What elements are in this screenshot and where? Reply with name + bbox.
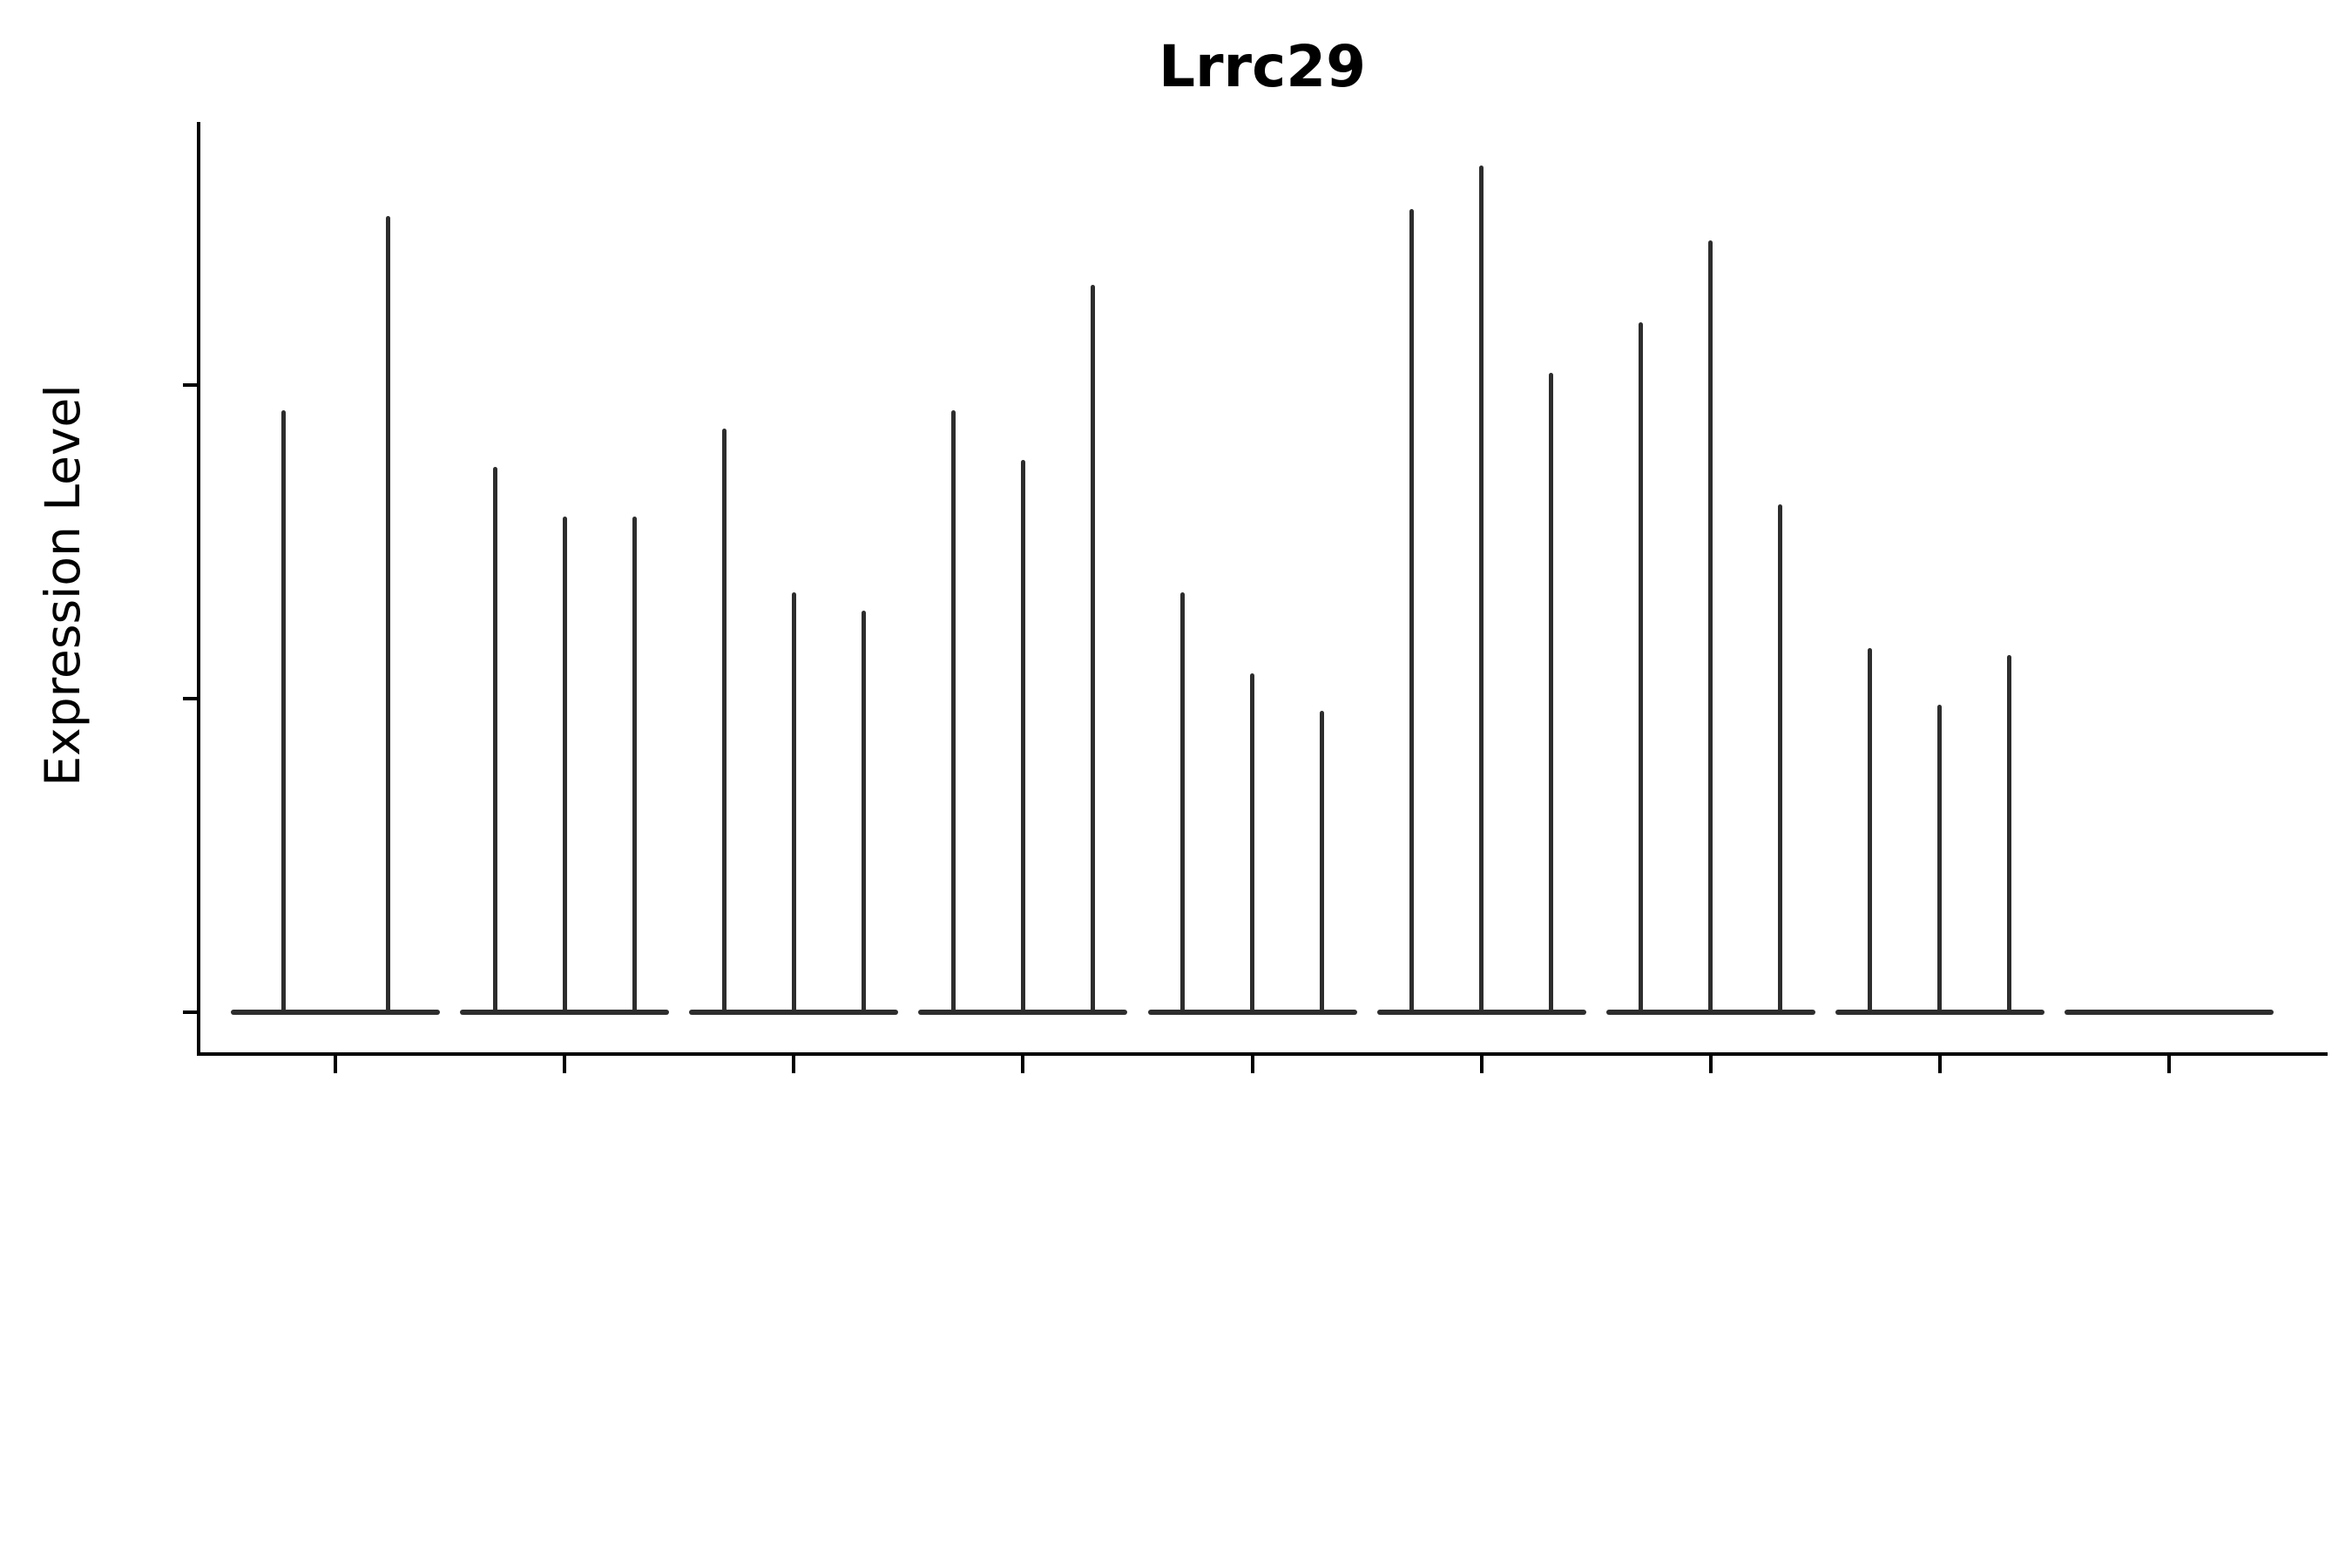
y-axis-spine	[197, 122, 200, 1056]
y-tick-mark	[183, 697, 199, 700]
violin-spike	[1020, 460, 1025, 1015]
violin-spike	[791, 591, 796, 1015]
violin-spike	[1180, 591, 1185, 1015]
violin-spike	[562, 517, 567, 1015]
x-tick-mark	[2167, 1056, 2171, 1073]
violin-baseline	[2065, 1010, 2274, 1015]
y-tick-mark	[183, 383, 199, 387]
x-axis-spine	[197, 1052, 2328, 1056]
y-tick-mark	[183, 1010, 199, 1014]
violin-spike	[1409, 209, 1415, 1015]
violin-spike	[721, 429, 727, 1015]
violin-spike	[1479, 166, 1484, 1015]
violin-spike	[280, 409, 286, 1015]
x-tick-mark	[1937, 1056, 1942, 1073]
violin-spike	[2007, 654, 2012, 1015]
x-tick-mark	[334, 1056, 337, 1073]
violin-baseline	[231, 1010, 440, 1015]
violin-spike	[1250, 673, 1254, 1015]
y-axis-label: Expression Level	[35, 384, 91, 787]
violin-spike	[492, 466, 497, 1015]
violin-spike	[950, 409, 956, 1015]
x-tick-mark	[1708, 1056, 1713, 1073]
x-tick-mark	[1250, 1056, 1254, 1073]
violin-spike	[632, 517, 637, 1015]
violin-spike	[1868, 648, 1873, 1015]
violin-spike	[1708, 240, 1713, 1015]
violin-spike	[1320, 711, 1324, 1015]
violin-spike	[1549, 372, 1554, 1015]
x-tick-mark	[563, 1056, 567, 1073]
violin-spike	[1937, 705, 1943, 1015]
violin-spike	[1778, 504, 1783, 1015]
x-tick-mark	[1479, 1056, 1484, 1073]
violin-spike	[1639, 322, 1644, 1015]
x-tick-mark	[792, 1056, 796, 1073]
x-tick-mark	[1021, 1056, 1025, 1073]
violin-spike	[385, 215, 390, 1015]
violin-spike	[861, 611, 866, 1015]
violin-spike	[1090, 284, 1095, 1015]
chart-title: Lrrc29	[1158, 33, 1367, 100]
